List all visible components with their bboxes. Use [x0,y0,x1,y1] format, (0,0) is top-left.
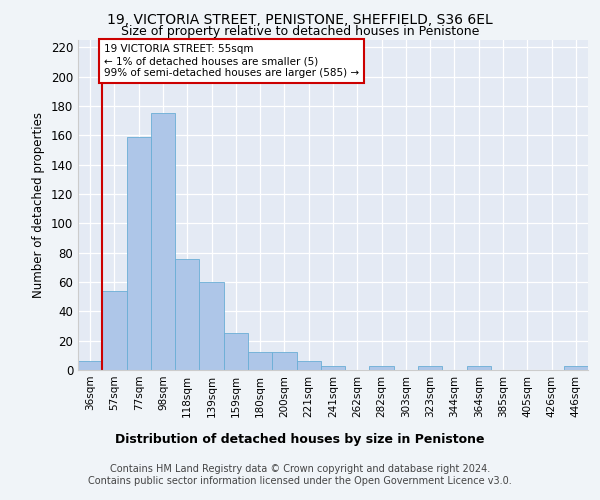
Bar [78,361,102,370]
Text: Distribution of detached houses by size in Penistone: Distribution of detached houses by size … [115,432,485,446]
Bar [564,366,588,370]
Bar [370,366,394,370]
Bar [102,291,127,370]
Bar [175,258,199,370]
Bar [199,282,224,370]
Bar [127,137,151,370]
Bar [272,352,296,370]
Text: Size of property relative to detached houses in Penistone: Size of property relative to detached ho… [121,25,479,38]
Text: Contains public sector information licensed under the Open Government Licence v3: Contains public sector information licen… [88,476,512,486]
Bar [321,366,345,370]
Text: 19 VICTORIA STREET: 55sqm
← 1% of detached houses are smaller (5)
99% of semi-de: 19 VICTORIA STREET: 55sqm ← 1% of detach… [104,44,359,78]
Text: 19, VICTORIA STREET, PENISTONE, SHEFFIELD, S36 6EL: 19, VICTORIA STREET, PENISTONE, SHEFFIEL… [107,12,493,26]
Y-axis label: Number of detached properties: Number of detached properties [32,112,45,298]
Bar [248,352,272,370]
Bar [418,366,442,370]
Bar [151,114,175,370]
Bar [467,366,491,370]
Text: Contains HM Land Registry data © Crown copyright and database right 2024.: Contains HM Land Registry data © Crown c… [110,464,490,474]
Bar [296,361,321,370]
Bar [224,334,248,370]
